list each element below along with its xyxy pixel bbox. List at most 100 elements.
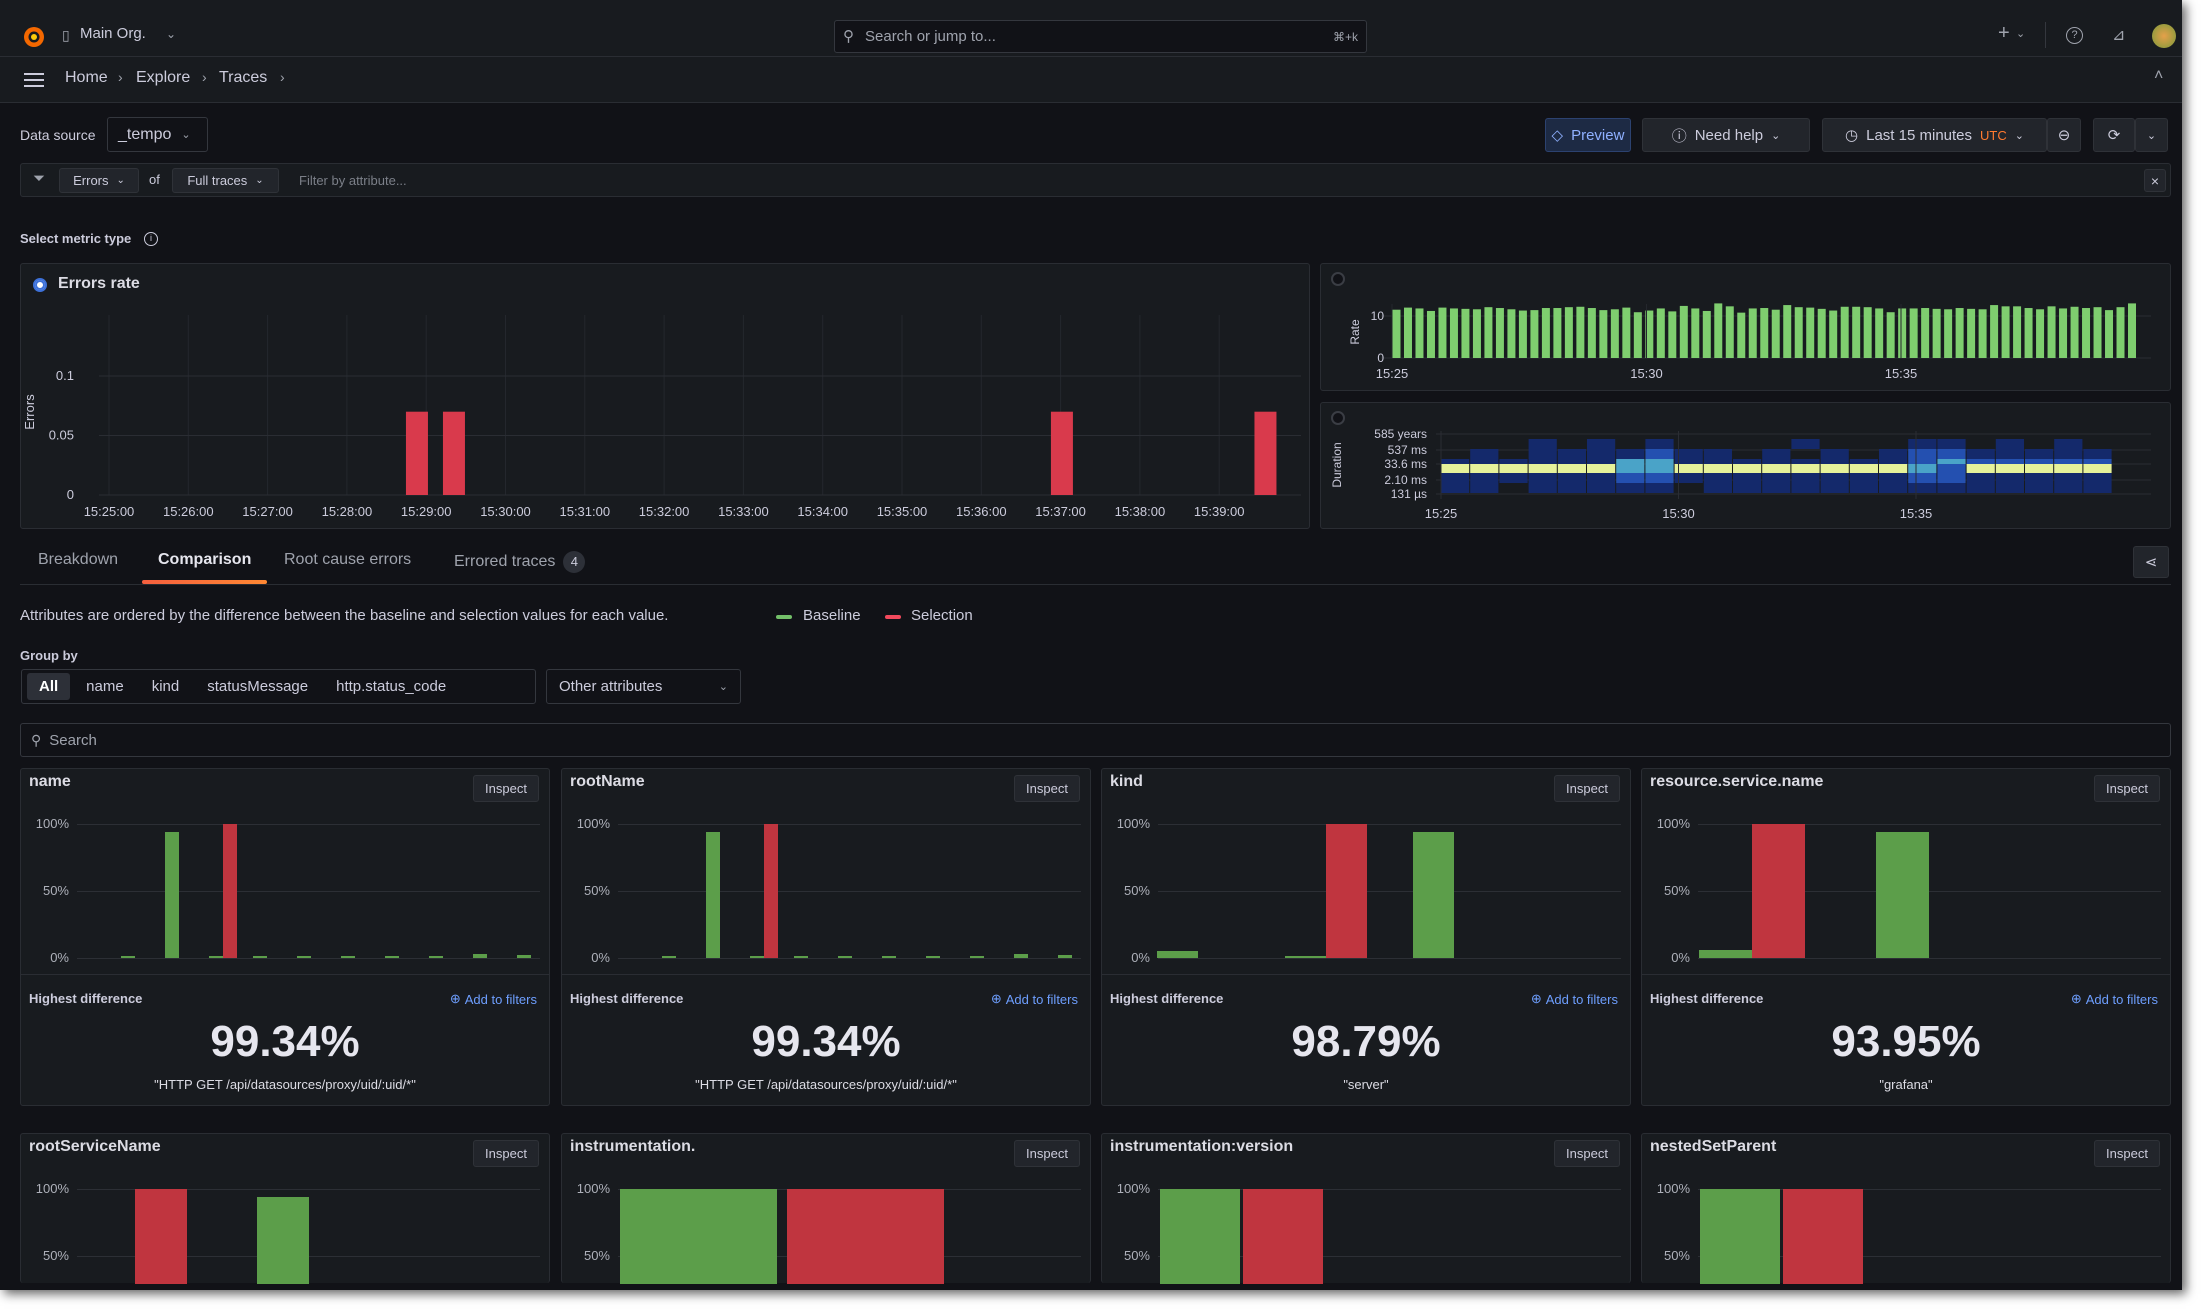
rate-bar: [1518, 310, 1527, 358]
add-to-filters-link[interactable]: ⊕ Add to filters: [2071, 991, 2158, 1007]
group-by-option-statusmessage[interactable]: statusMessage: [207, 678, 309, 695]
inspect-button[interactable]: Inspect: [473, 1140, 539, 1167]
menu-icon[interactable]: [24, 73, 44, 87]
inspect-button[interactable]: Inspect: [473, 775, 539, 802]
rate-panel[interactable]: 0 10 Rate 15:25 15:30 15:35: [1320, 263, 2171, 391]
error-bar: [1050, 411, 1073, 495]
inspect-button[interactable]: Inspect: [1554, 775, 1620, 802]
errors-rate-panel[interactable]: Errors rate 15:25:00 15:26:00 15:27:00 15:2…: [20, 263, 1310, 529]
inspect-button[interactable]: Inspect: [1014, 1140, 1080, 1167]
inspect-button[interactable]: Inspect: [2094, 1140, 2160, 1167]
scope-select[interactable]: Full traces ⌄: [172, 168, 279, 193]
y-tick-label: 100%: [1116, 1181, 1150, 1196]
heatmap-cell: [1674, 459, 1703, 464]
breadcrumb-home[interactable]: Home: [65, 69, 108, 86]
heatmap-cell: [1995, 483, 2024, 493]
heatmap-cell: [1733, 459, 1762, 464]
group-by-option-kind[interactable]: kind: [151, 678, 180, 695]
heatmap-cell: [1995, 473, 2024, 483]
baseline-bar: [297, 956, 311, 958]
y-tick-label: 50%: [1123, 883, 1150, 898]
metric-select[interactable]: Errors ⌄: [59, 168, 139, 193]
add-icon[interactable]: +: [1998, 22, 2010, 44]
org-switcher[interactable]: Main Org.: [80, 25, 146, 42]
heatmap-cell: [1937, 459, 1966, 464]
breadcrumb-traces[interactable]: Traces: [219, 69, 268, 86]
heatmap-cell: [1908, 439, 1937, 449]
add-to-filters-link[interactable]: ⊕ Add to filters: [1531, 991, 1618, 1007]
tab-root-cause-errors[interactable]: Root cause errors: [284, 551, 412, 568]
help-icon[interactable]: ?: [2066, 27, 2083, 44]
inspect-button[interactable]: Inspect: [1554, 1140, 1620, 1167]
refresh-button[interactable]: ⟳: [2093, 118, 2135, 152]
divider: [2045, 22, 2046, 48]
add-to-filters-link[interactable]: ⊕ Add to filters: [991, 991, 1078, 1007]
inspect-button[interactable]: Inspect: [1014, 775, 1080, 802]
chevron-right-icon: ›: [202, 69, 207, 85]
rate-bar: [1403, 307, 1412, 358]
inspect-button[interactable]: Inspect: [2094, 775, 2160, 802]
need-help-button[interactable]: ⓘ Need help ⌄: [1642, 118, 1810, 152]
chevron-down-icon[interactable]: ⌄: [166, 27, 177, 41]
filter-input[interactable]: Filter by attribute...: [299, 173, 407, 188]
refresh-interval-dropdown[interactable]: ⌄: [2135, 118, 2168, 152]
group-by-option-all[interactable]: All: [27, 673, 71, 700]
heatmap-cell: [1703, 483, 1732, 493]
group-by-option-http-status-code[interactable]: http.status_code: [336, 678, 447, 695]
x-tick-label: 15:33:00: [718, 504, 769, 519]
heatmap-cell: [1733, 464, 1762, 473]
attribute-search-input[interactable]: ⚲ Search: [20, 723, 2171, 757]
rate-radio[interactable]: [1331, 272, 1345, 286]
heatmap-cell: [1616, 483, 1645, 493]
baseline-bar: [517, 955, 531, 958]
attribute-card: instrumentation. Inspect 100% 50%: [561, 1133, 1091, 1284]
chevron-down-icon: ⌄: [255, 175, 264, 186]
time-range-picker[interactable]: ◷ Last 15 minutes UTC ⌄: [1822, 118, 2047, 152]
breadcrumb-explore[interactable]: Explore: [136, 69, 191, 86]
info-icon[interactable]: i: [144, 232, 158, 246]
heatmap-cell: [1879, 449, 1908, 459]
share-button[interactable]: ⋖: [2133, 546, 2169, 578]
collapse-chevron-up-icon[interactable]: ˄: [2154, 67, 2164, 84]
preview-button[interactable]: ◇ Preview: [1545, 118, 1631, 152]
search-bar[interactable]: ⚲ Search or jump to... ⌘+k: [834, 20, 1367, 53]
duration-panel[interactable]: 585 years 537 ms 33.6 ms 2.10 ms 131 µs Durat…: [1320, 402, 2171, 529]
grafana-logo-icon[interactable]: [22, 24, 46, 50]
y-axis-label: Rate: [1348, 319, 1362, 345]
rate-bar: [1932, 308, 1941, 358]
heatmap-cell: [1557, 459, 1586, 464]
zoom-out-button[interactable]: ⊖: [2047, 118, 2081, 152]
y-tick-label: 50%: [1663, 1248, 1690, 1263]
gridline: [77, 958, 540, 959]
chevron-down-icon: ⌄: [116, 175, 125, 186]
chevron-down-icon[interactable]: ⌄: [2016, 28, 2026, 40]
x-tick-label: 15:35:00: [877, 504, 928, 519]
tab-comparison[interactable]: Comparison: [158, 551, 252, 568]
rate-bar: [1622, 307, 1631, 358]
rate-bar: [1438, 307, 1447, 358]
news-rss-icon[interactable]: ⊿: [2112, 27, 2126, 44]
duration-radio[interactable]: [1331, 411, 1345, 425]
heatmap-cell: [2083, 459, 2112, 464]
rate-bar: [2047, 306, 2056, 358]
clear-filter-button[interactable]: ×: [2144, 169, 2166, 192]
tab-errored-traces[interactable]: Errored traces 4: [454, 551, 586, 573]
heatmap-cell: [1791, 464, 1820, 473]
user-avatar[interactable]: [2152, 24, 2176, 48]
group-by-option-name[interactable]: name: [86, 678, 124, 695]
gridline: [1698, 958, 2161, 959]
selection-swatch: [885, 615, 901, 619]
heatmap-cell: [2054, 473, 2083, 483]
other-attributes-select[interactable]: Other attributes ⌄: [546, 669, 741, 704]
card-title: instrumentation:version: [1110, 1138, 1294, 1155]
tab-breakdown[interactable]: Breakdown: [38, 551, 119, 568]
heatmap-cell: [2054, 449, 2083, 459]
datasource-select[interactable]: _tempo ⌄: [107, 117, 208, 152]
zoom-in-icon: ⊕: [990, 991, 1002, 1006]
errors-rate-radio[interactable]: [33, 278, 47, 292]
add-to-filters-link[interactable]: ⊕ Add to filters: [450, 991, 537, 1007]
heatmap-cell: [2083, 449, 2112, 459]
heatmap-cell: [2083, 483, 2112, 493]
heatmap-cell: [1674, 449, 1703, 459]
heatmap-cell: [1762, 473, 1791, 483]
